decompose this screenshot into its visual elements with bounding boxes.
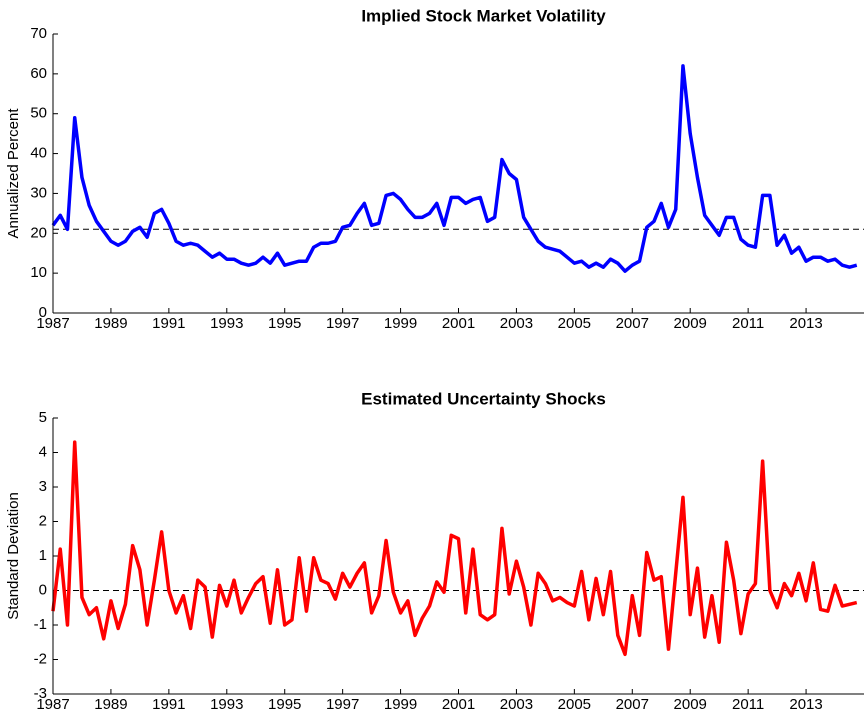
y-tick-label: 70 [30,25,47,42]
y-tick-label: 20 [30,224,47,241]
x-tick-label: 2001 [442,696,475,713]
y-tick-label: 2 [39,512,47,529]
x-tick-label: 2003 [500,696,533,713]
x-tick-label: 2007 [616,315,649,332]
series-line [51,440,858,657]
x-tick-label: 1995 [268,696,301,713]
y-axis-label: Annualized Percent [5,108,22,239]
x-tick-label: 1991 [152,696,185,713]
y-tick-label: 40 [30,145,47,162]
y-tick-label: 30 [30,184,47,201]
x-tick-label: 1993 [210,315,243,332]
y-tick-label: 10 [30,264,47,281]
x-tick-label: 1997 [326,315,359,332]
y-tick-label: 50 [30,105,47,122]
y-tick-label: -3 [34,685,47,702]
x-tick-label: 2013 [789,315,822,332]
y-tick-label: 60 [30,65,47,82]
x-tick-label: 2011 [732,315,764,332]
x-tick-label: 1987 [36,315,69,332]
y-tick-label: 1 [39,547,47,564]
series-line [51,64,858,273]
x-tick-label: 1995 [268,315,301,332]
y-tick-label: -1 [34,616,47,633]
y-tick-label: 0 [39,581,47,598]
x-tick-label: 2005 [558,696,591,713]
y-tick-label: 0 [39,304,47,321]
x-tick-label: 1993 [210,696,243,713]
chart-title: Estimated Uncertainty Shocks [361,389,606,408]
x-tick-label: 2007 [616,696,649,713]
x-tick-label: 1999 [384,315,417,332]
x-tick-label: 2011 [732,696,764,713]
x-tick-label: 1999 [384,696,417,713]
x-tick-label: 1997 [326,696,359,713]
x-tick-label: 1991 [152,315,185,332]
y-tick-label: 5 [39,409,47,426]
chart-title: Implied Stock Market Volatility [361,6,606,25]
y-tick-label: -2 [34,650,47,667]
x-tick-label: 2001 [442,315,475,332]
y-tick-label: 3 [39,478,47,495]
x-tick-label: 1989 [94,696,127,713]
x-tick-label: 2009 [674,696,707,713]
x-tick-label: 2013 [789,696,822,713]
x-tick-label: 2005 [558,315,591,332]
x-tick-label: 2003 [500,315,533,332]
y-axis-label: Standard Deviation [5,492,22,620]
y-tick-label: 4 [39,443,47,460]
x-tick-label: 2009 [674,315,707,332]
x-tick-label: 1989 [94,315,127,332]
x-tick-label: 1987 [36,696,69,713]
